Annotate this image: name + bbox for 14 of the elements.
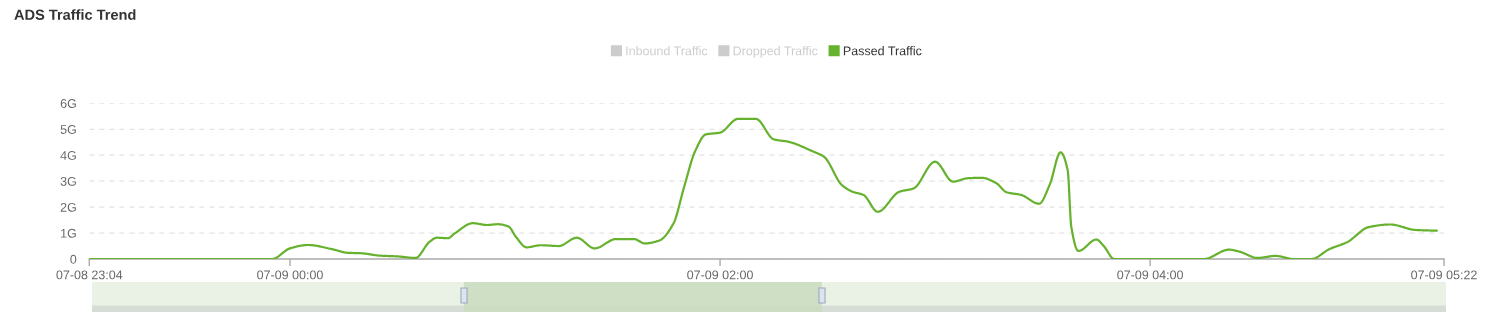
x-tick-label: 07-08 23:04 [56, 270, 123, 280]
y-tick-label: 0 [70, 254, 77, 264]
y-tick-label: 6G [60, 99, 76, 108]
y-tick-label: 1G [61, 228, 76, 238]
legend-label: Passed Traffic [843, 46, 922, 56]
x-tick-label: 07-09 05:22 [1411, 270, 1477, 280]
chart-title: ADS Traffic Trend [14, 9, 136, 20]
y-tick-label: 3G [60, 176, 76, 186]
x-tick-label: 07-09 02:00 [687, 270, 753, 280]
y-tick-label: 5G [60, 125, 76, 134]
y-tick-label: 2G [60, 202, 76, 212]
x-tick-label: 07-09 00:00 [257, 270, 323, 280]
y-tick-label: 4G [60, 151, 76, 160]
x-tick-label: 07-09 04:00 [1117, 270, 1183, 280]
